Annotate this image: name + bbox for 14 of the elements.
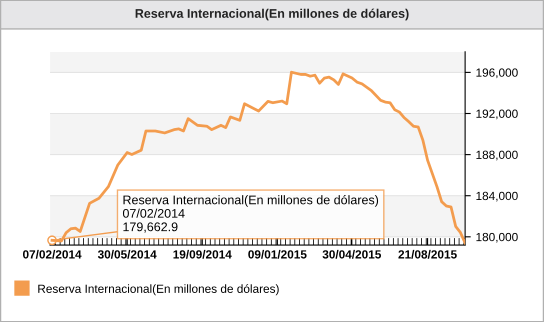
y-tick-label: 180,000: [476, 232, 518, 243]
x-tick-label: 30/04/2015: [322, 250, 382, 259]
y-tick-label: 184,000: [476, 192, 518, 202]
y-tick-label: 188,000: [476, 150, 518, 160]
y-tick-label: 196,000: [476, 68, 518, 78]
legend-label: Reserva Internacional(En millones de dólares): [38, 284, 279, 296]
annotation: Reserva Internacional(En millones de dólares) 07/02/2014 179,662.9: [122, 195, 378, 233]
chart-title: Reserva Internacional(En millones de dólares): [136, 8, 409, 20]
x-tick-label: 09/01/2015: [248, 250, 307, 259]
x-tick-label: 07/02/2014: [22, 250, 82, 259]
y-tick-label: 192,000: [476, 110, 518, 120]
x-tick-label: 21/08/2015: [398, 250, 457, 259]
x-tick-label: 30/05/2014: [98, 250, 157, 259]
x-tick-label: 19/09/2014: [173, 250, 232, 259]
